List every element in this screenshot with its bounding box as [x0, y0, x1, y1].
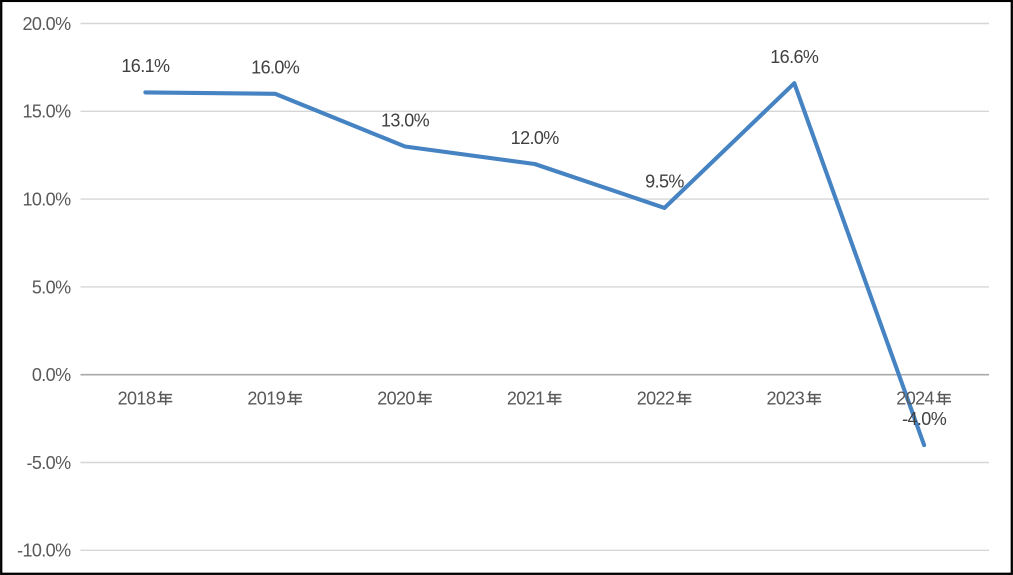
svg-text:2022: 2022	[637, 388, 675, 408]
svg-text:13.0%: 13.0%	[381, 110, 430, 130]
svg-text:2021: 2021	[507, 388, 545, 408]
svg-text:16.0%: 16.0%	[251, 58, 300, 78]
svg-text:2019: 2019	[247, 388, 285, 408]
svg-text:16.1%: 16.1%	[121, 56, 170, 76]
svg-text:-5.0%: -5.0%	[26, 453, 71, 473]
svg-text:-10.0%: -10.0%	[17, 541, 71, 561]
svg-text:2020: 2020	[377, 388, 415, 408]
svg-text:16.6%: 16.6%	[770, 47, 819, 67]
svg-text:0.0%: 0.0%	[32, 365, 71, 385]
svg-text:2024: 2024	[896, 388, 934, 408]
svg-text:15.0%: 15.0%	[22, 102, 71, 122]
svg-text:9.5%: 9.5%	[645, 172, 684, 192]
svg-text:2018: 2018	[118, 388, 156, 408]
svg-text:2023: 2023	[767, 388, 805, 408]
svg-text:5.0%: 5.0%	[32, 277, 71, 297]
svg-text:20.0%: 20.0%	[22, 14, 71, 34]
svg-text:-4.0%: -4.0%	[902, 409, 947, 429]
svg-text:10.0%: 10.0%	[22, 190, 71, 210]
svg-text:12.0%: 12.0%	[511, 128, 560, 148]
